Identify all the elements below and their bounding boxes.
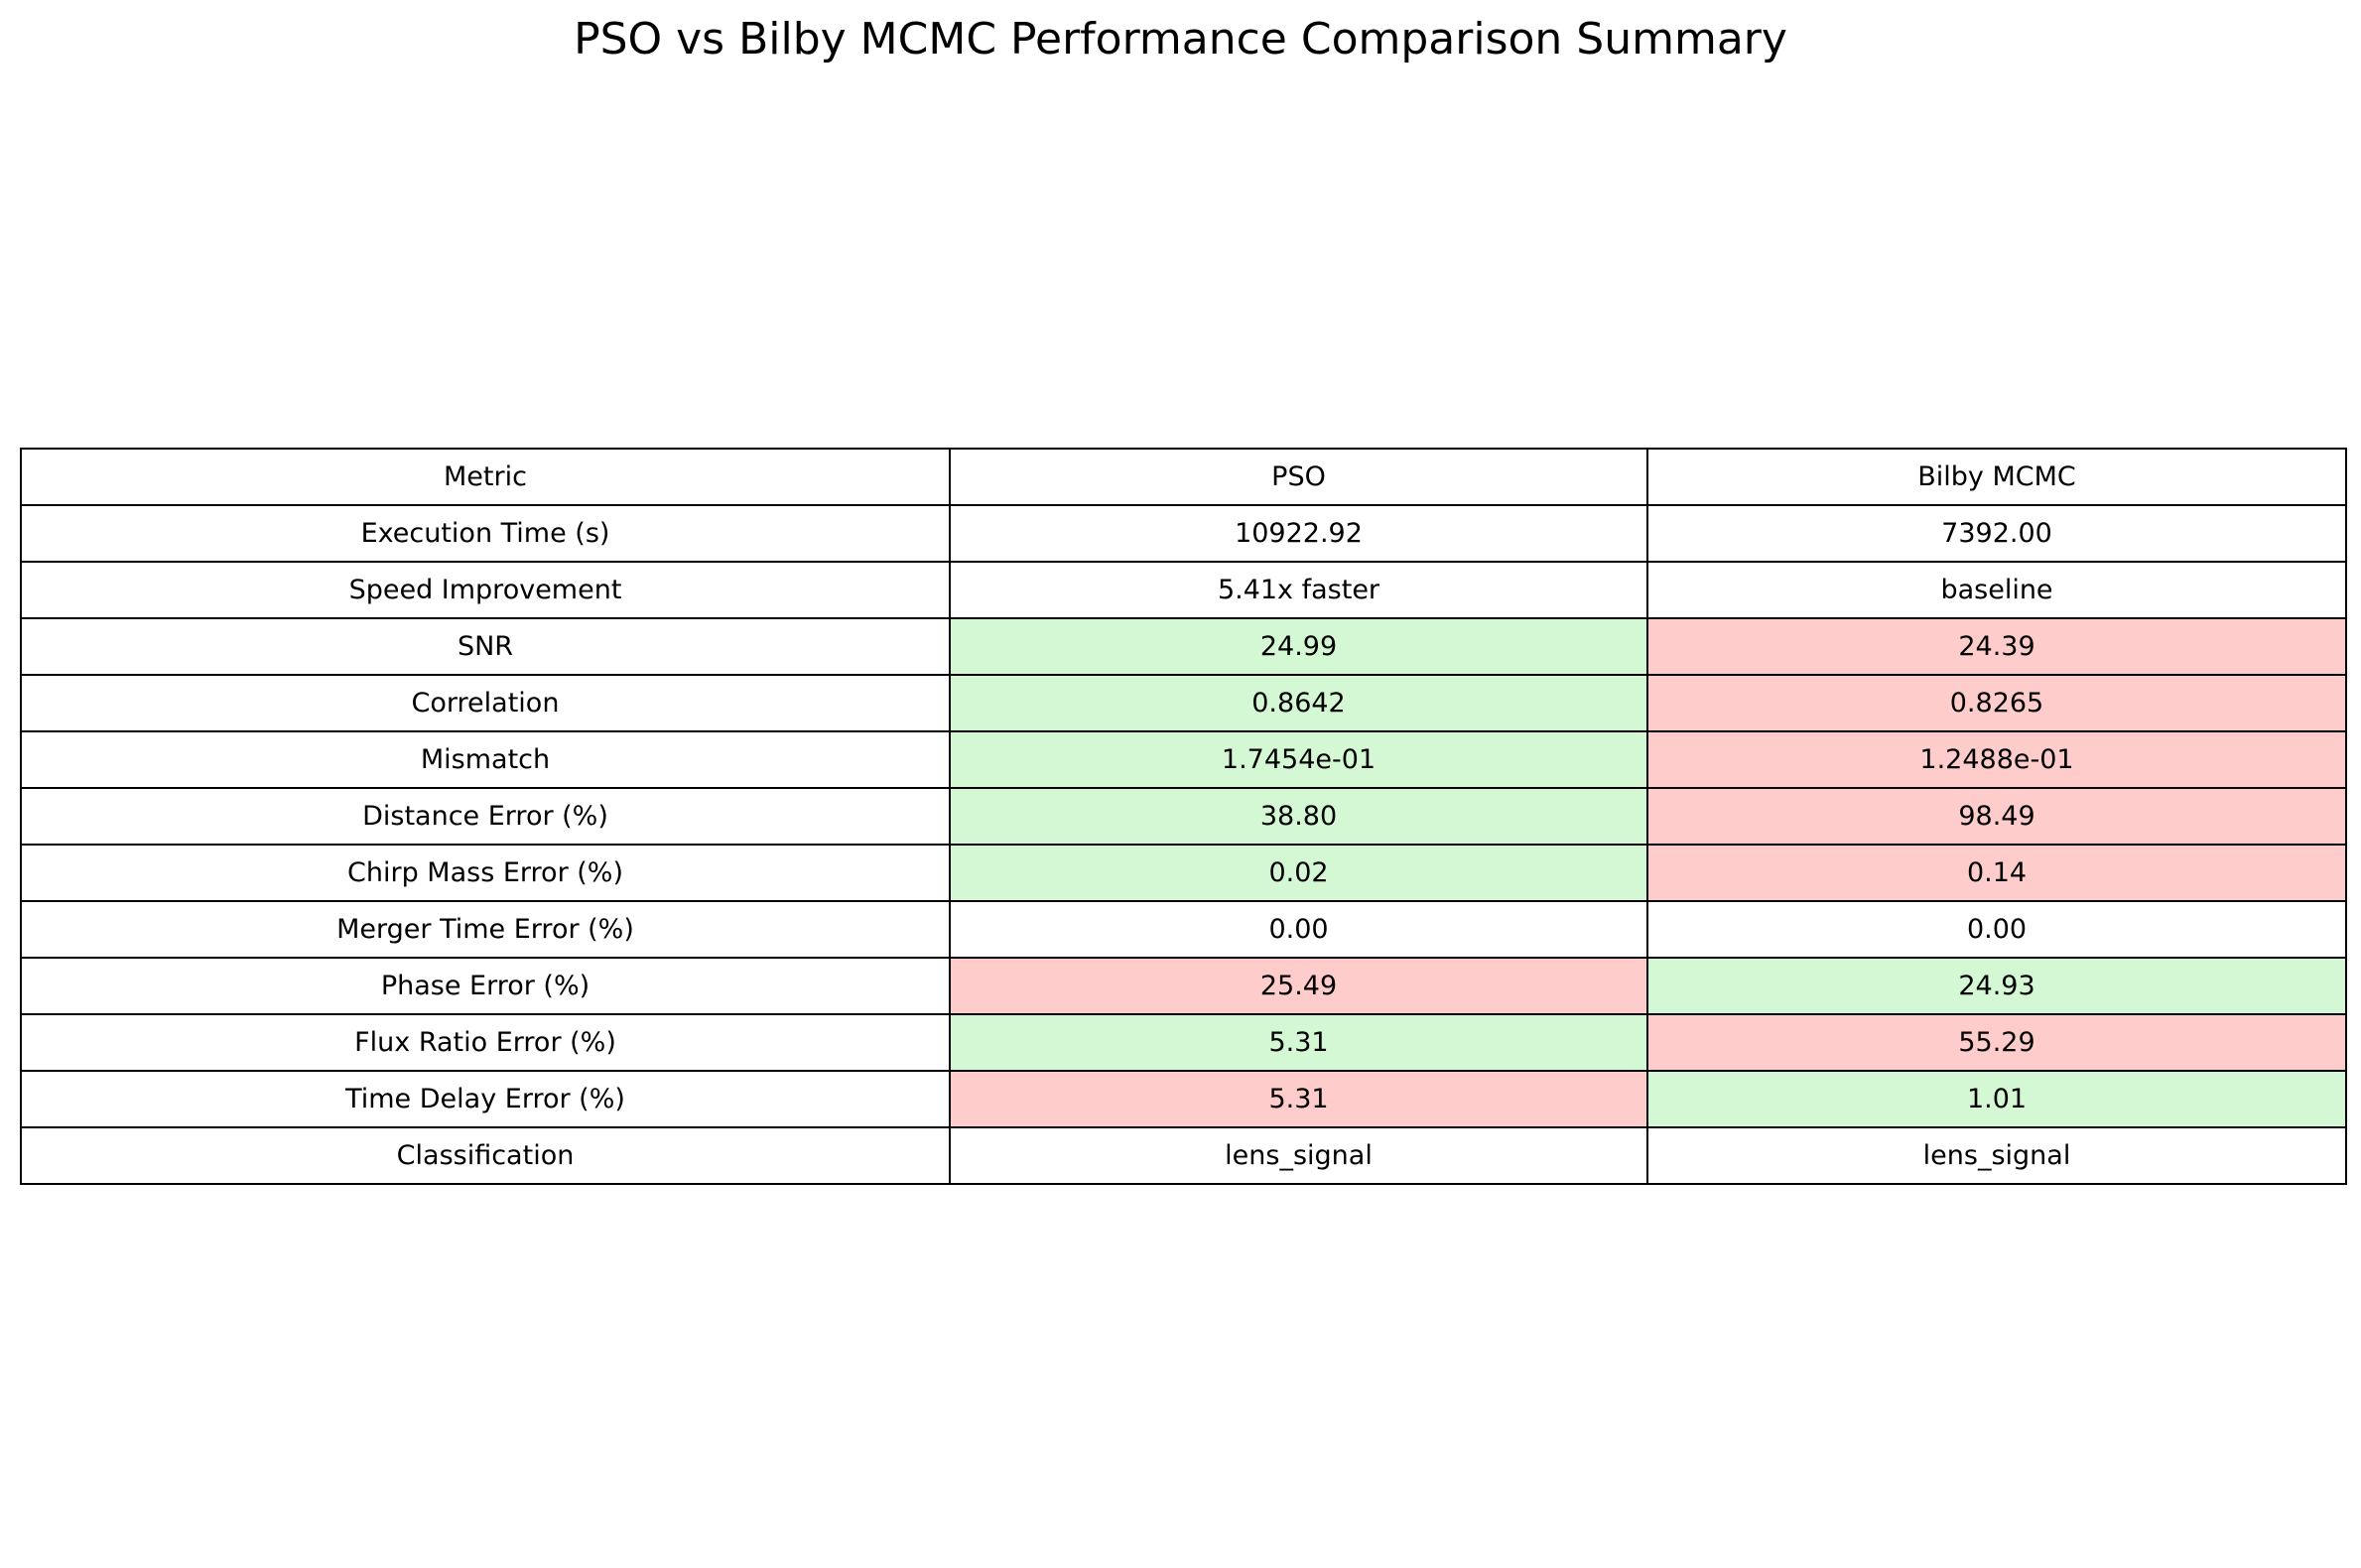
- metric-cell: Merger Time Error (%): [20, 900, 951, 959]
- bilby-value-cell: baseline: [1646, 561, 2347, 619]
- pso-value-cell: 5.31: [949, 1013, 1648, 1072]
- metric-cell: Distance Error (%): [20, 787, 951, 846]
- metric-cell: Execution Time (s): [20, 504, 951, 563]
- table-row: Chirp Mass Error (%) 0.02 0.14: [20, 844, 2347, 902]
- bilby-value-cell: 24.39: [1646, 617, 2347, 676]
- metric-cell: Time Delay Error (%): [20, 1070, 951, 1128]
- header-cell-metric: Metric: [20, 448, 951, 506]
- table-row: Correlation 0.8642 0.8265: [20, 674, 2347, 732]
- pso-value-cell: 5.31: [949, 1070, 1648, 1128]
- table-row: Mismatch 1.7454e-01 1.2488e-01: [20, 730, 2347, 789]
- metric-cell: Phase Error (%): [20, 957, 951, 1015]
- pso-value-cell: 0.00: [949, 900, 1648, 959]
- bilby-value-cell: 0.00: [1646, 900, 2347, 959]
- table-row: Flux Ratio Error (%) 5.31 55.29: [20, 1013, 2347, 1072]
- table-title: PSO vs Bilby MCMC Performance Comparison…: [574, 14, 1787, 65]
- bilby-value-cell: 7392.00: [1646, 504, 2347, 563]
- pso-value-cell: 5.41x faster: [949, 561, 1648, 619]
- bilby-value-cell: 0.8265: [1646, 674, 2347, 732]
- table-row: Time Delay Error (%) 5.31 1.01: [20, 1070, 2347, 1128]
- pso-value-cell: lens_signal: [949, 1126, 1648, 1185]
- metric-cell: Mismatch: [20, 730, 951, 789]
- metric-cell: SNR: [20, 617, 951, 676]
- table-row: Merger Time Error (%) 0.00 0.00: [20, 900, 2347, 959]
- table-row: Distance Error (%) 38.80 98.49: [20, 787, 2347, 846]
- header-cell-bilby: Bilby MCMC: [1646, 448, 2347, 506]
- pso-value-cell: 10922.92: [949, 504, 1648, 563]
- pso-value-cell: 24.99: [949, 617, 1648, 676]
- metric-cell: Chirp Mass Error (%): [20, 844, 951, 902]
- table-row: SNR 24.99 24.39: [20, 617, 2347, 676]
- metric-cell: Classification: [20, 1126, 951, 1185]
- header-cell-pso: PSO: [949, 448, 1648, 506]
- pso-value-cell: 0.8642: [949, 674, 1648, 732]
- bilby-value-cell: 1.01: [1646, 1070, 2347, 1128]
- bilby-value-cell: 0.14: [1646, 844, 2347, 902]
- table-header-row: Metric PSO Bilby MCMC: [20, 448, 2347, 506]
- pso-value-cell: 38.80: [949, 787, 1648, 846]
- bilby-value-cell: 55.29: [1646, 1013, 2347, 1072]
- pso-value-cell: 1.7454e-01: [949, 730, 1648, 789]
- metric-cell: Correlation: [20, 674, 951, 732]
- table-body: Execution Time (s) 10922.92 7392.00 Speed I…: [20, 504, 2347, 1185]
- metric-cell: Flux Ratio Error (%): [20, 1013, 951, 1072]
- table-row: Execution Time (s) 10922.92 7392.00: [20, 504, 2347, 563]
- pso-value-cell: 0.02: [949, 844, 1648, 902]
- bilby-value-cell: 24.93: [1646, 957, 2347, 1015]
- table-row: Speed Improvement 5.41x faster baseline: [20, 561, 2347, 619]
- metric-cell: Speed Improvement: [20, 561, 951, 619]
- bilby-value-cell: lens_signal: [1646, 1126, 2347, 1185]
- comparison-table: Metric PSO Bilby MCMC Execution Time (s)…: [20, 448, 2347, 1185]
- table-row: Classification lens_signal lens_signal: [20, 1126, 2347, 1185]
- table-row: Phase Error (%) 25.49 24.93: [20, 957, 2347, 1015]
- bilby-value-cell: 98.49: [1646, 787, 2347, 846]
- bilby-value-cell: 1.2488e-01: [1646, 730, 2347, 789]
- pso-value-cell: 25.49: [949, 957, 1648, 1015]
